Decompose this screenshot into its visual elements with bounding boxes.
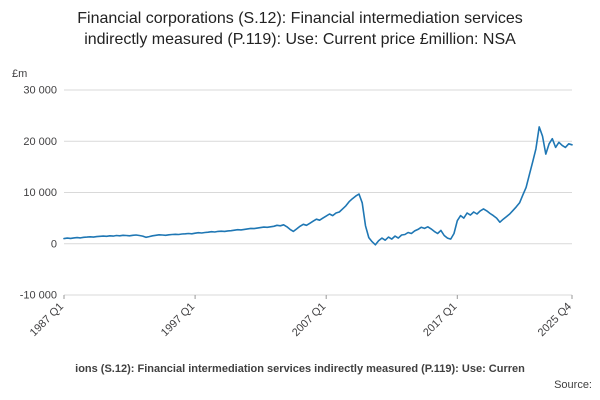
y-tick-label: 30 000 — [23, 85, 57, 97]
x-tick-label: 1997 Q1 — [159, 301, 197, 339]
x-tick-label: 2017 Q1 — [421, 301, 459, 339]
x-tick-label: 2007 Q1 — [290, 301, 328, 339]
footer-caption: ions (S.12): Financial intermediation se… — [75, 363, 525, 375]
y-tick-label: 0 — [51, 238, 57, 250]
data-series-line — [63, 126, 573, 246]
y-tick-label: -10 000 — [20, 290, 57, 302]
source-label: Source: — [554, 379, 592, 391]
y-axis-unit-label: £m — [12, 68, 28, 80]
chart-title: Financial corporations (S.12): Financial… — [77, 10, 523, 49]
y-tick-label: 10 000 — [23, 187, 57, 199]
y-tick-label: 20 000 — [23, 136, 57, 148]
x-tick-label: 2025 Q4 — [536, 301, 574, 339]
x-tick-label: 1987 Q1 — [28, 301, 66, 339]
